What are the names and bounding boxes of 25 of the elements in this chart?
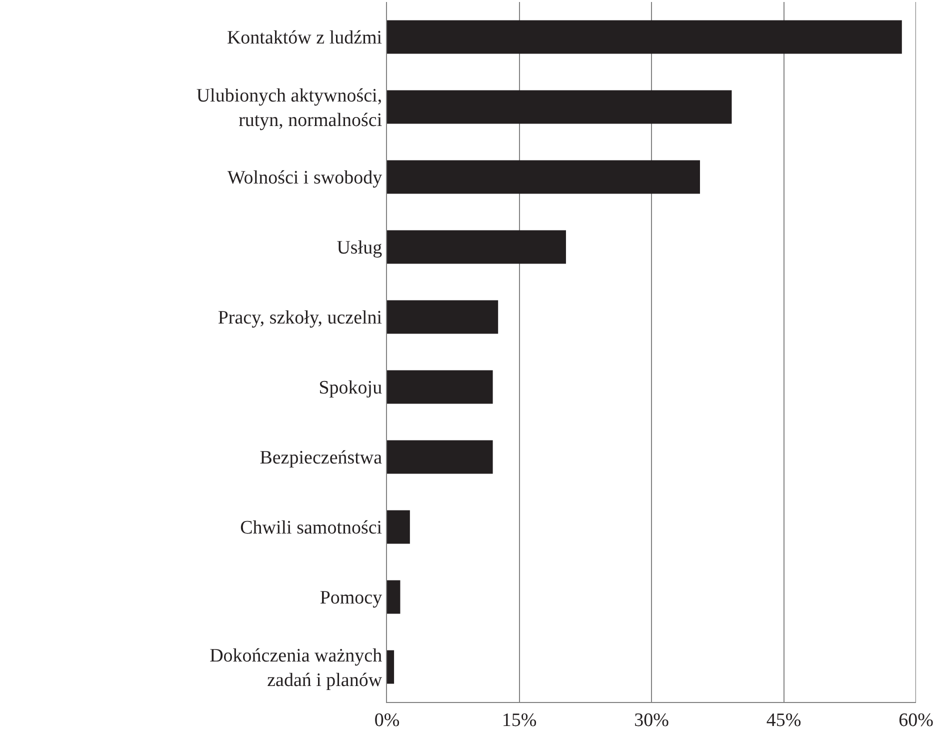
- x-tick-label: 0%: [374, 710, 400, 731]
- bar: [387, 160, 700, 194]
- y-tick-label: Pracy, szkoły, uczelni: [218, 308, 382, 329]
- bar: [387, 20, 902, 54]
- bar: [387, 300, 498, 334]
- x-tick-label: 45%: [766, 710, 802, 731]
- bar: [387, 370, 493, 404]
- bar: [387, 580, 400, 614]
- bar: [387, 440, 493, 474]
- bar: [387, 650, 394, 684]
- bar: [387, 90, 732, 124]
- bar: [387, 230, 566, 264]
- y-tick-label: Dokończenia ważnych zadań i planów: [210, 645, 383, 691]
- y-tick-label: Pomocy: [320, 588, 383, 609]
- y-tick-label: Usług: [336, 238, 383, 259]
- x-tick-label: 15%: [502, 710, 537, 731]
- y-tick-label: Ulubionych aktywności, rutyn, normalności: [196, 85, 382, 131]
- y-tick-label: Kontaktów z ludźmi: [226, 28, 382, 49]
- y-tick-label: Spokoju: [318, 378, 383, 399]
- bar: [387, 510, 410, 544]
- y-tick-label: Wolności i swobody: [227, 168, 383, 189]
- y-tick-label: Bezpieczeństwa: [260, 448, 383, 469]
- y-tick-label: Chwili samotności: [240, 518, 382, 539]
- x-tick-label: 60%: [898, 710, 934, 731]
- x-tick-label: 30%: [634, 710, 670, 731]
